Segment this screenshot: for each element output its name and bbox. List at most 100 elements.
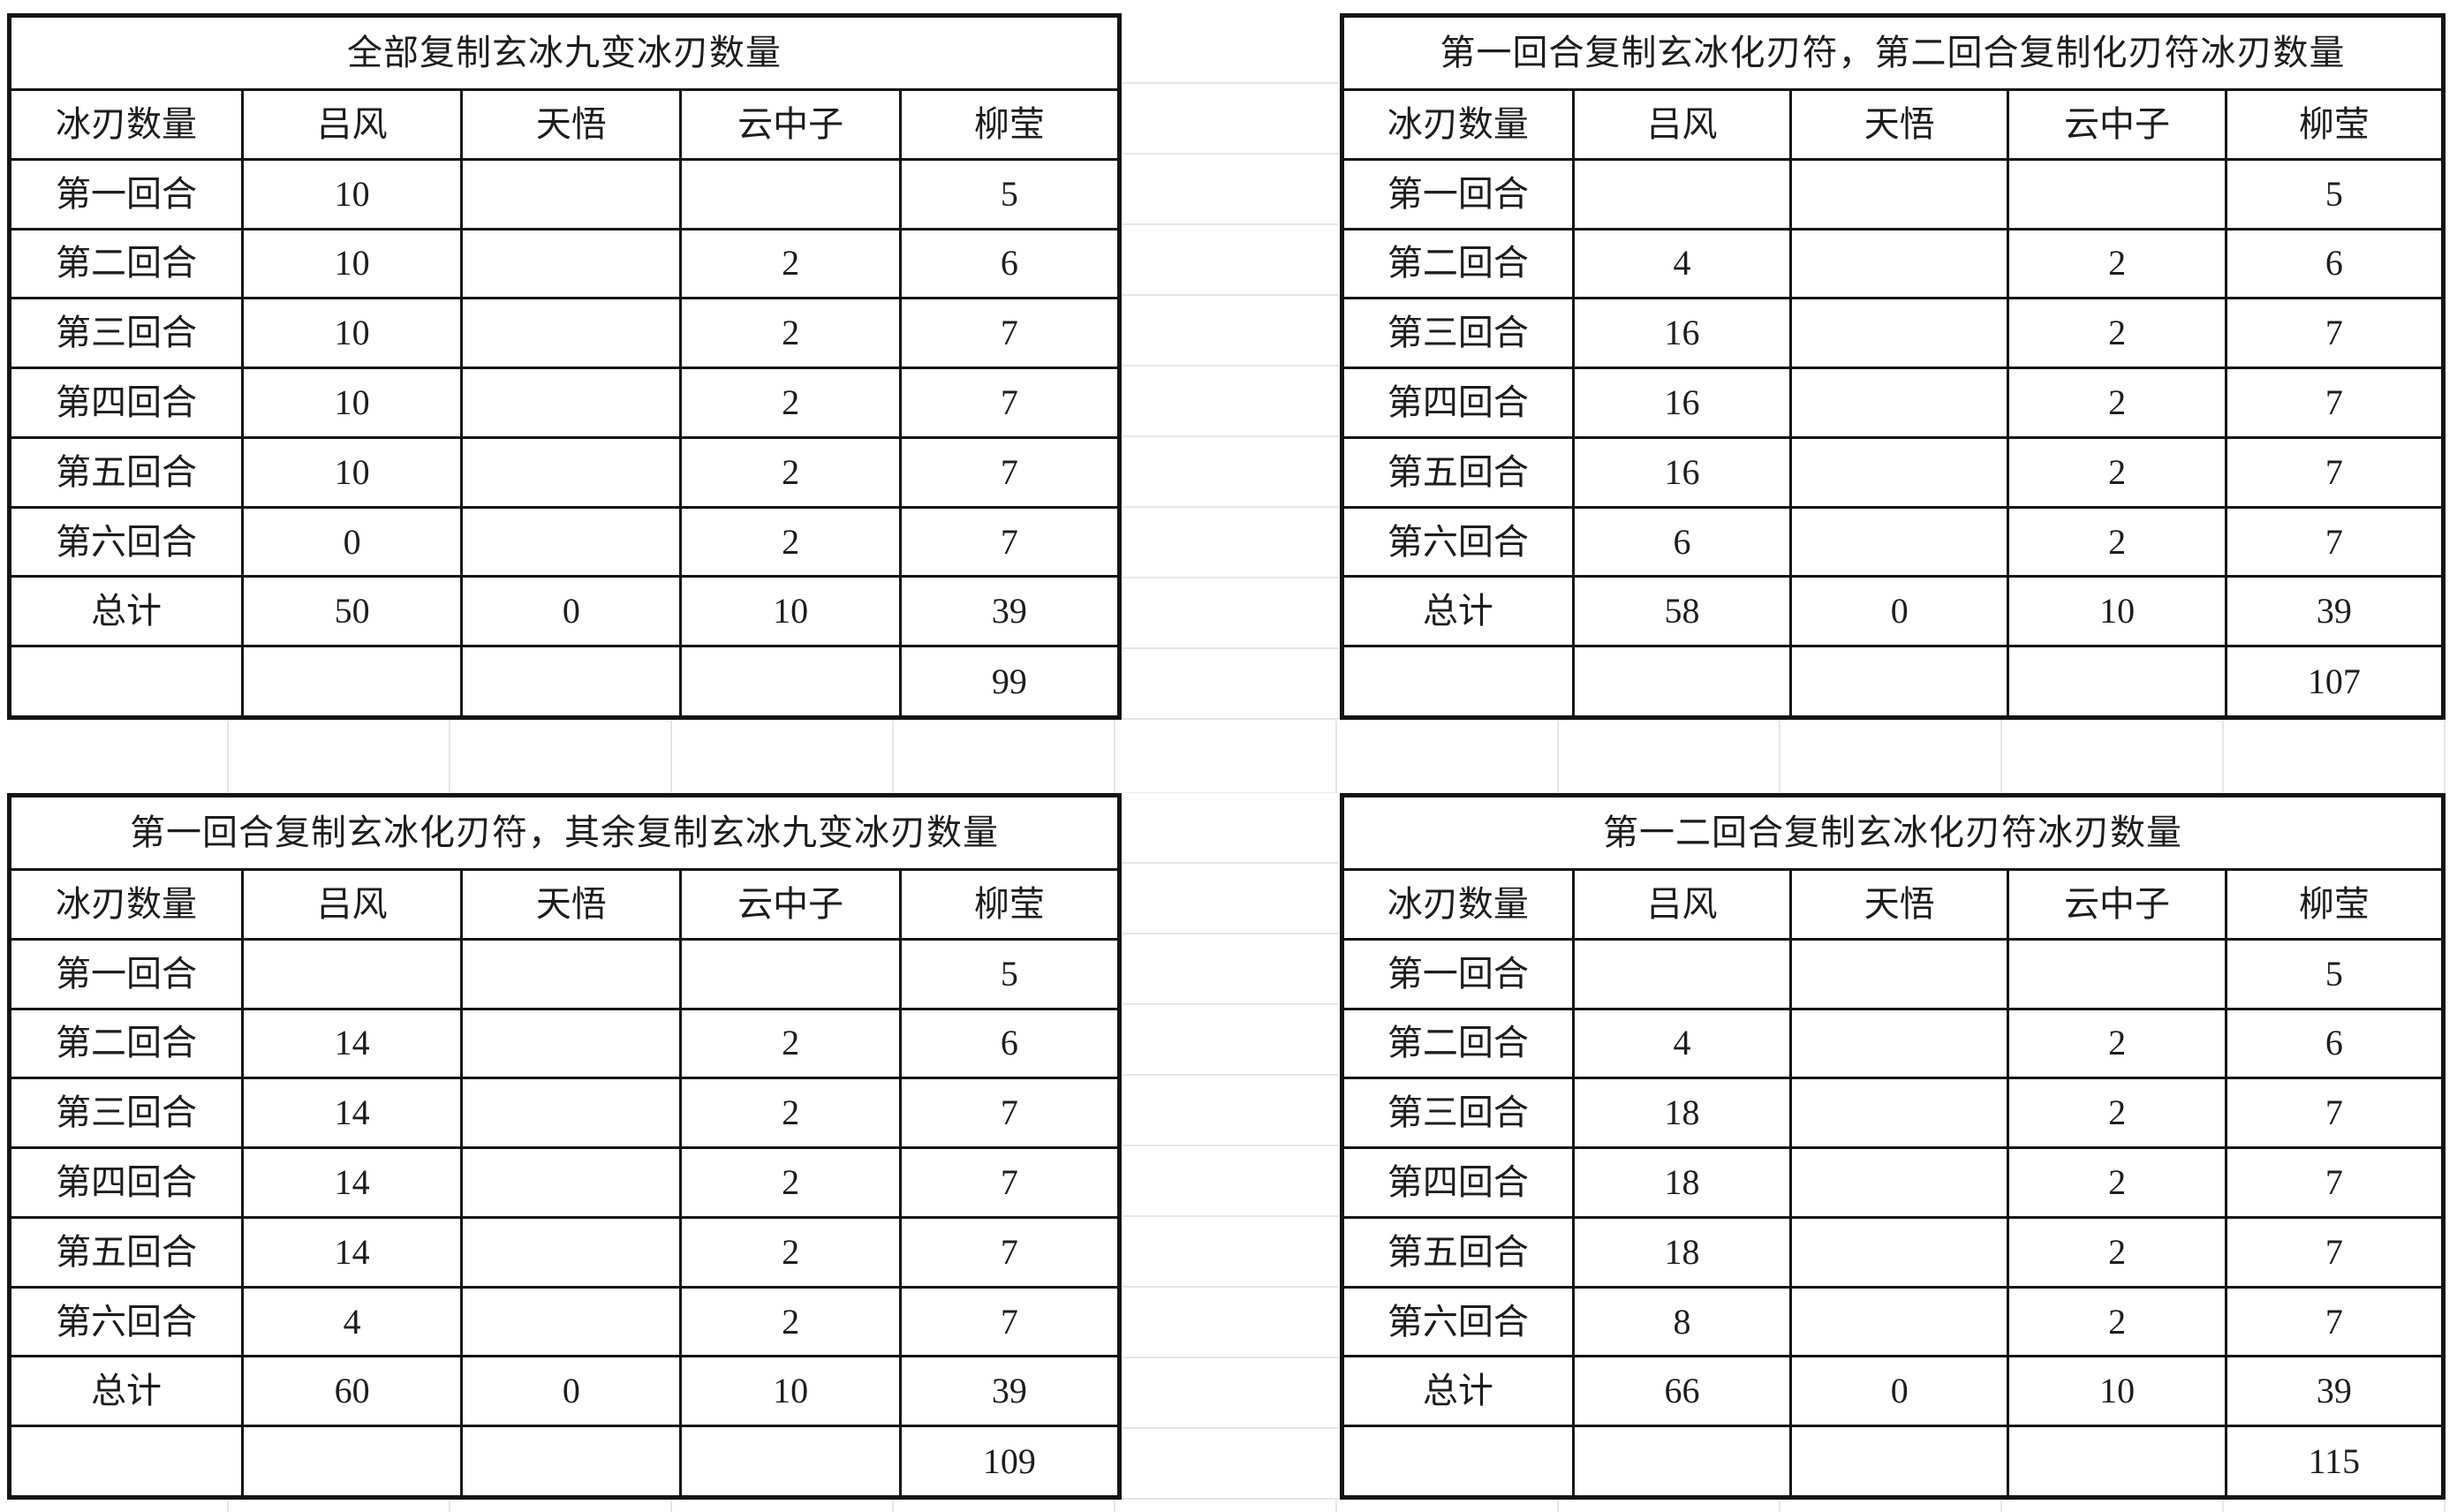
table-cell: 14 [240,1007,464,1080]
column-header: 吕风 [240,868,464,941]
table-cell: 2 [679,1077,902,1150]
table-cell: 4 [1571,1007,1793,1080]
table-cell [460,1285,683,1358]
table-cell [2007,937,2227,1010]
table-cell: 14 [240,1146,464,1219]
data-table-bottom-left: 第一回合复制玄冰化刃符，其余复制玄冰九变冰刃数量 冰刃数量 吕风 天悟 云中子 柳莹 第一回… [7,793,1122,1500]
table-cell: 14 [240,1215,464,1289]
row-label: 第三回合 [1341,297,1575,370]
table-cell: 16 [1571,435,1793,509]
table-cell [460,227,683,300]
table-cell [460,435,683,509]
table-cell: 5 [2224,157,2446,231]
table-title: 全部复制玄冰九变冰刃数量 [8,14,1121,91]
table-container-bottom-left: 第一回合复制玄冰化刃符，其余复制玄冰九变冰刃数量 冰刃数量 吕风 天悟 云中子 柳莹 第一回… [7,793,1122,1500]
table-cell [1789,1285,2010,1358]
table-cell: 2 [679,505,902,578]
row-label: 第三回合 [8,297,244,370]
table-cell: 0 [1789,575,2010,648]
table-cell: 39 [898,575,1122,648]
spreadsheet-gridlines-vertical-gutter-bottom [1123,793,1339,1501]
table-cell: 7 [2224,367,2446,439]
table-cell: 4 [1571,227,1793,300]
column-header: 冰刃数量 [1341,88,1575,161]
column-header: 柳莹 [898,868,1122,941]
table-cell: 2 [679,367,902,439]
table-cell: 2 [2007,1007,2227,1080]
row-label: 总计 [1341,575,1575,648]
data-table-top-left: 全部复制玄冰九变冰刃数量 冰刃数量 吕风 天悟 云中子 柳莹 第一回合 10 5 第二回合 10 2 6… [7,13,1122,720]
table-cell [460,1007,683,1080]
table-cell: 7 [898,505,1122,578]
table-cell [679,645,902,719]
table-cell: 14 [240,1077,464,1150]
row-label: 第二回合 [8,1007,244,1080]
table-cell: 7 [2224,505,2446,578]
table-cell: 10 [240,157,464,231]
table-cell [1789,367,2010,439]
table-cell: 2 [2007,297,2227,370]
table-cell: 2 [679,227,902,300]
table-cell [460,1146,683,1219]
table-cell [1789,1077,2010,1150]
row-label: 第二回合 [8,227,244,300]
row-label: 总计 [1341,1355,1575,1428]
table-cell [240,937,464,1010]
table-cell: 2 [2007,1077,2227,1150]
column-header: 天悟 [1789,88,2010,161]
table-cell: 2 [2007,1285,2227,1358]
table-cell: 7 [898,297,1122,370]
table-cell: 0 [1789,1355,2010,1428]
table-title: 第一回合复制玄冰化刃符，其余复制玄冰九变冰刃数量 [8,794,1121,871]
table-cell: 10 [2007,575,2227,648]
column-header: 云中子 [2007,88,2227,161]
table-cell [1789,435,2010,509]
table-cell: 10 [240,227,464,300]
column-header: 吕风 [1571,88,1793,161]
table-cell: 18 [1571,1215,1793,1289]
spreadsheet-gridlines-horizontal-gutter [7,721,2446,793]
row-label: 第三回合 [1341,1077,1575,1150]
table-cell: 5 [898,937,1122,1010]
table-cell [2007,645,2227,719]
table-cell [1571,1425,1793,1499]
column-header: 柳莹 [898,88,1122,161]
table-cell: 109 [898,1425,1122,1499]
table-cell: 7 [2224,1077,2446,1150]
column-header: 冰刃数量 [8,868,244,941]
table-cell [460,297,683,370]
table-cell: 16 [1571,367,1793,439]
table-cell: 7 [2224,1285,2446,1358]
row-label [8,645,244,719]
table-container-top-left: 全部复制玄冰九变冰刃数量 冰刃数量 吕风 天悟 云中子 柳莹 第一回合 10 5 第二回合 10 2 6… [7,13,1122,720]
spreadsheet-gridlines-vertical-gutter-top [1123,13,1339,721]
table-cell [460,1425,683,1499]
column-header: 吕风 [240,88,464,161]
row-label: 第六回合 [1341,1285,1575,1358]
table-title: 第一二回合复制玄冰化刃符冰刃数量 [1341,794,2445,871]
table-cell: 7 [2224,1146,2446,1219]
table-cell: 60 [240,1355,464,1428]
table-cell [240,645,464,719]
table-cell: 2 [679,1146,902,1219]
table-cell [1789,937,2010,1010]
table-cell: 2 [679,1007,902,1080]
row-label: 第五回合 [8,1215,244,1289]
table-cell: 0 [460,1355,683,1428]
table-cell: 7 [898,1215,1122,1289]
table-cell [679,1425,902,1499]
column-header: 冰刃数量 [1341,868,1575,941]
table-cell: 6 [898,227,1122,300]
table-cell: 7 [898,1285,1122,1358]
table-cell: 18 [1571,1077,1793,1150]
table-cell [1789,1425,2010,1499]
table-cell: 2 [2007,1146,2227,1219]
table-cell: 50 [240,575,464,648]
table-cell: 39 [2224,1355,2446,1428]
table-cell: 6 [2224,227,2446,300]
row-label [1341,645,1575,719]
table-cell: 6 [1571,505,1793,578]
row-label: 第二回合 [1341,1007,1575,1080]
table-cell [1571,937,1793,1010]
table-cell [1789,1007,2010,1080]
